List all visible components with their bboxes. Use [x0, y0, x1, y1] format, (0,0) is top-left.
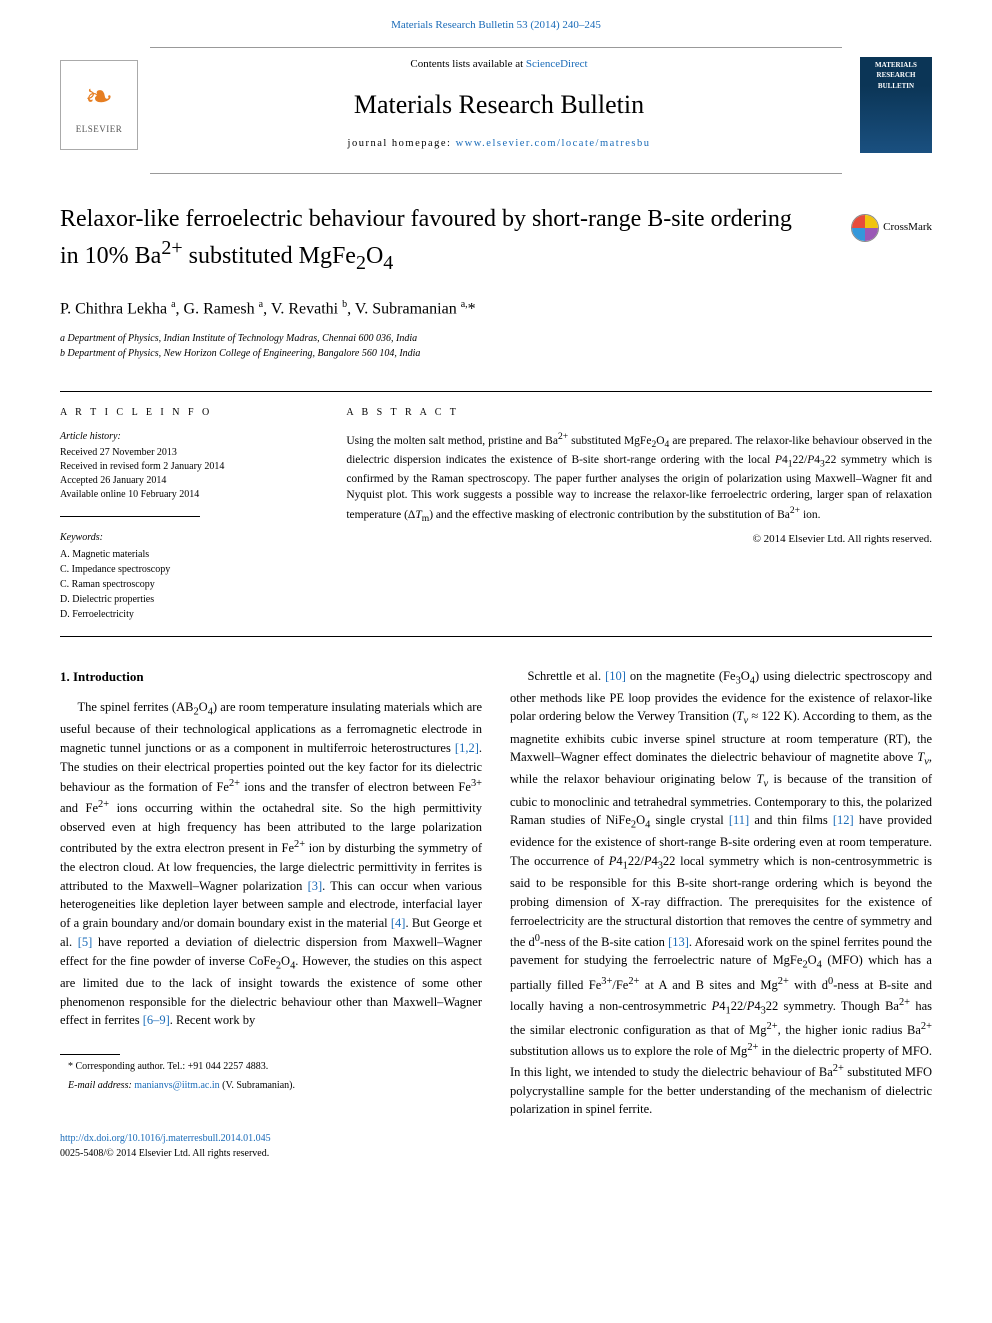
- affiliation-b: b Department of Physics, New Horizon Col…: [60, 346, 932, 361]
- elsevier-logo[interactable]: ❧ ELSEVIER: [60, 60, 138, 150]
- abstract-text: Using the molten salt method, pristine a…: [346, 430, 932, 527]
- footnote-email-tail: (V. Subramanian).: [220, 1080, 295, 1091]
- journal-reference: Materials Research Bulletin 53 (2014) 24…: [0, 0, 992, 47]
- affiliation-a: a Department of Physics, Indian Institut…: [60, 331, 932, 346]
- article-body: 1. Introduction The spinel ferrites (AB2…: [0, 637, 992, 1119]
- journal-banner: ❧ ELSEVIER Contents lists available at S…: [0, 47, 992, 173]
- abstract-copyright: © 2014 Elsevier Ltd. All rights reserved…: [346, 532, 932, 547]
- article-title: Relaxor-like ferroelectric behaviour fav…: [60, 204, 932, 276]
- article-info-heading: A R T I C L E I N F O: [60, 406, 314, 420]
- page-footer: http://dx.doi.org/10.1016/j.materresbull…: [0, 1119, 992, 1191]
- author-list: P. Chithra Lekha a, G. Ramesh a, V. Reva…: [60, 298, 932, 321]
- keyword-5: D. Ferroelectricity: [60, 607, 314, 622]
- cover-line-2: RESEARCH: [864, 71, 928, 81]
- elsevier-name: ELSEVIER: [76, 123, 123, 136]
- doi-link[interactable]: http://dx.doi.org/10.1016/j.materresbull…: [60, 1133, 271, 1144]
- journal-name: Materials Research Bulletin: [138, 87, 860, 123]
- crossmark-icon: [851, 214, 879, 242]
- elsevier-tree-icon: ❧: [85, 74, 114, 122]
- meta-divider: [60, 516, 200, 517]
- homepage-link[interactable]: www.elsevier.com/locate/matresbu: [456, 138, 651, 149]
- article-meta-row: A R T I C L E I N F O Article history: R…: [60, 391, 932, 637]
- keyword-3: C. Raman spectroscopy: [60, 577, 314, 592]
- history-line-2: Received in revised form 2 January 2014: [60, 460, 314, 474]
- sciencedirect-link[interactable]: ScienceDirect: [526, 58, 588, 70]
- paragraph-1: The spinel ferrites (AB2O4) are room tem…: [60, 698, 482, 1030]
- abstract-column: A B S T R A C T Using the molten salt me…: [330, 392, 932, 636]
- section-1-heading: 1. Introduction: [60, 667, 482, 687]
- keyword-2: C. Impedance spectroscopy: [60, 562, 314, 577]
- article-header: CrossMark Relaxor-like ferroelectric beh…: [0, 174, 992, 371]
- history-heading: Article history:: [60, 430, 314, 444]
- banner-rule-top: [150, 47, 842, 48]
- crossmark-badge[interactable]: CrossMark: [851, 214, 932, 242]
- keyword-4: D. Dielectric properties: [60, 592, 314, 607]
- journal-cover-thumbnail[interactable]: MATERIALS RESEARCH BULLETIN: [860, 57, 932, 153]
- corresponding-email-link[interactable]: manianvs@iitm.ac.in: [134, 1080, 219, 1091]
- history-line-1: Received 27 November 2013: [60, 446, 314, 460]
- contents-line: Contents lists available at ScienceDirec…: [138, 57, 860, 72]
- footnote-email: E-mail address: manianvs@iitm.ac.in (V. …: [60, 1078, 482, 1093]
- paragraph-2: Schrettle et al. [10] on the magnetite (…: [510, 667, 932, 1119]
- issn-copyright: 0025-5408/© 2014 Elsevier Ltd. All right…: [60, 1148, 269, 1159]
- contents-prefix: Contents lists available at: [410, 58, 525, 70]
- footnote-rule: [60, 1054, 120, 1055]
- history-line-4: Available online 10 February 2014: [60, 488, 314, 502]
- banner-center: Contents lists available at ScienceDirec…: [138, 47, 860, 161]
- cover-line-1: MATERIALS: [864, 61, 928, 71]
- cover-line-3: BULLETIN: [864, 82, 928, 92]
- abstract-heading: A B S T R A C T: [346, 406, 932, 420]
- homepage-prefix: journal homepage:: [348, 138, 456, 149]
- history-line-3: Accepted 26 January 2014: [60, 474, 314, 488]
- homepage-line: journal homepage: www.elsevier.com/locat…: [138, 137, 860, 152]
- keywords-heading: Keywords:: [60, 531, 314, 545]
- article-info-column: A R T I C L E I N F O Article history: R…: [60, 392, 330, 636]
- crossmark-label: CrossMark: [883, 220, 932, 235]
- footnote-corresponding: * Corresponding author. Tel.: +91 044 22…: [60, 1059, 482, 1074]
- keyword-1: A. Magnetic materials: [60, 547, 314, 562]
- footnote-email-label: E-mail address:: [68, 1080, 134, 1091]
